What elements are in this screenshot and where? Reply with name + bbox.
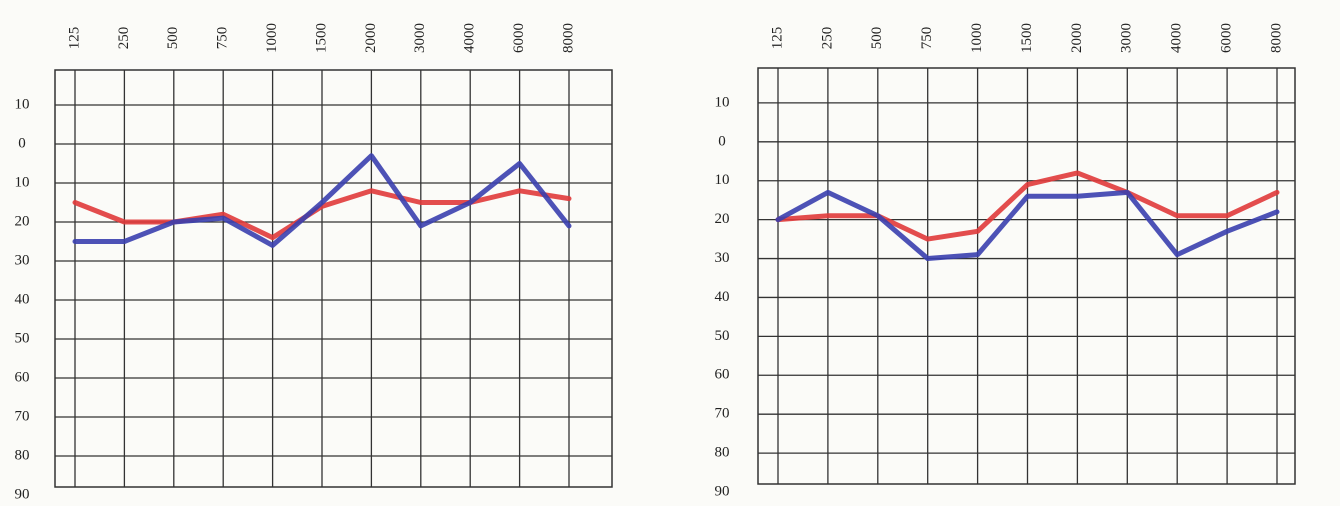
y-tick-label: 10 (15, 96, 30, 112)
y-tick-label: 0 (718, 133, 726, 149)
x-tick-label: 4000 (462, 23, 478, 53)
x-tick-label: 8000 (560, 23, 576, 53)
x-tick-label: 6000 (1219, 23, 1235, 53)
x-tick-label: 500 (869, 27, 885, 50)
x-tick-label: 1000 (264, 23, 280, 53)
y-tick-label: 10 (15, 174, 30, 190)
y-tick-label: 70 (15, 408, 30, 424)
y-tick-label: 60 (15, 369, 30, 385)
y-tick-label: 80 (715, 445, 730, 461)
x-tick-label: 8000 (1268, 23, 1284, 53)
y-tick-label: 90 (715, 483, 730, 499)
x-tick-label: 2000 (363, 23, 379, 53)
x-tick-label: 250 (116, 27, 132, 50)
x-tick-label: 1500 (1019, 23, 1035, 53)
y-tick-label: 80 (15, 447, 30, 463)
y-tick-label: 60 (715, 367, 730, 383)
series-line (775, 189, 1280, 262)
y-tick-label: 30 (15, 252, 30, 268)
x-tick-label: 125 (66, 27, 82, 50)
x-tick-label: 3000 (412, 23, 428, 53)
y-tick-label: 50 (715, 328, 730, 344)
x-tick-label: 750 (919, 27, 935, 50)
y-tick-label: 30 (715, 250, 730, 266)
y-tick-label: 40 (15, 291, 30, 307)
x-tick-label: 250 (819, 27, 835, 50)
x-tick-label: 3000 (1119, 23, 1135, 53)
y-tick-label: 50 (15, 330, 30, 346)
x-tick-label: 2000 (1069, 23, 1085, 53)
series-line (775, 170, 1280, 242)
y-tick-label: 10 (715, 94, 730, 110)
y-tick-label: 20 (15, 213, 30, 229)
y-tick-label: 20 (715, 211, 730, 227)
y-tick-label: 70 (715, 406, 730, 422)
x-tick-label: 4000 (1169, 23, 1185, 53)
y-tick-label: 10 (715, 172, 730, 188)
x-tick-label: 500 (165, 27, 181, 50)
x-tick-label: 6000 (511, 23, 527, 53)
x-tick-label: 1500 (313, 23, 329, 53)
plot-frame (757, 67, 1296, 485)
y-tick-label: 90 (15, 486, 30, 502)
plot-frame (54, 69, 613, 488)
y-tick-label: 40 (715, 289, 730, 305)
series-line (72, 153, 572, 248)
y-tick-label: 0 (18, 135, 26, 151)
x-tick-label: 125 (769, 27, 785, 50)
x-tick-label: 1000 (969, 23, 985, 53)
series-line (72, 188, 572, 241)
x-tick-label: 750 (215, 27, 231, 50)
